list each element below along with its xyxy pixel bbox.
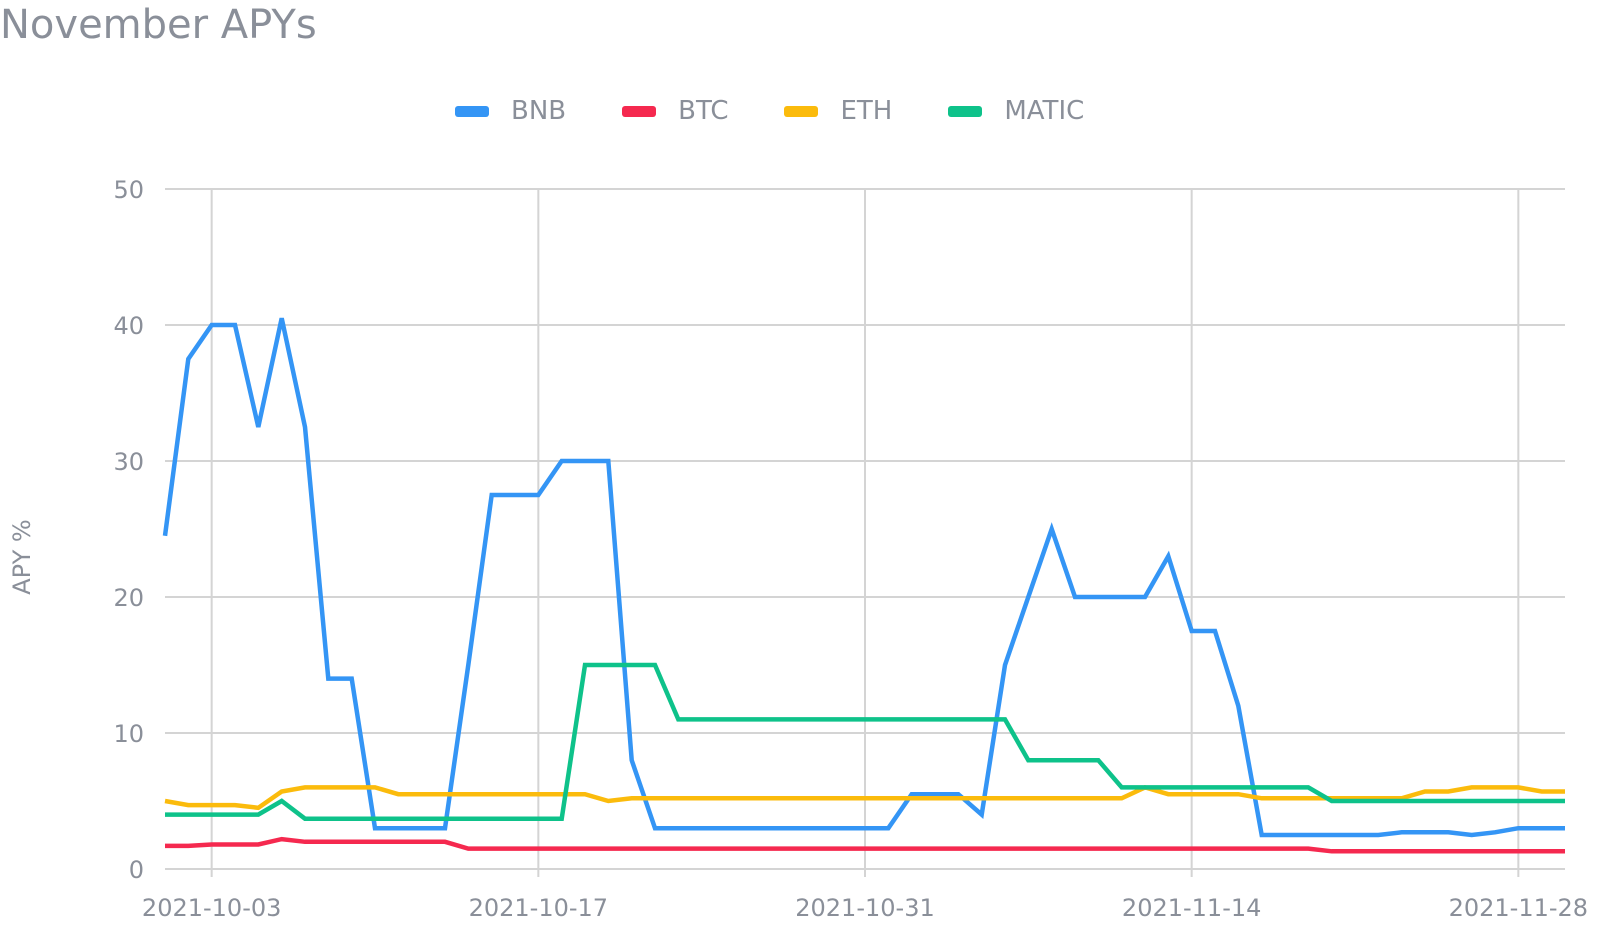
- series-line-matic: [165, 662, 1565, 821]
- y-tick-label: 0: [129, 856, 144, 884]
- x-tick-labels: 2021-10-03 2021-10-17 2021-10-31 2021-11-14…: [142, 894, 1588, 922]
- x-tick-label: 2021-10-17: [469, 894, 608, 922]
- x-tick-label: 2021-10-03: [142, 894, 281, 922]
- series-line-bnb: [162, 317, 1565, 838]
- y-axis-label: APY %: [8, 519, 36, 594]
- chart-title: November APYs: [0, 2, 317, 48]
- legend: BNB BTC ETH MATIC: [455, 96, 1140, 126]
- y-tick-labels: 0 10 20 30 40 50: [113, 176, 144, 884]
- y-tick-label: 10: [113, 720, 144, 748]
- series-line-eth: [164, 785, 1565, 811]
- x-tick-label: 2021-10-31: [795, 894, 934, 922]
- legend-item-matic[interactable]: MATIC: [948, 96, 1084, 126]
- legend-swatch-bnb: [455, 105, 489, 117]
- legend-item-btc[interactable]: BTC: [622, 96, 728, 126]
- legend-label-btc: BTC: [678, 96, 729, 126]
- series-lines: [162, 317, 1565, 854]
- legend-item-bnb[interactable]: BNB: [455, 96, 566, 126]
- series-line-btc: [165, 836, 1565, 854]
- x-tick-label: 2021-11-14: [1122, 894, 1261, 922]
- legend-swatch-matic: [948, 105, 983, 117]
- y-tick-label: 50: [113, 176, 144, 204]
- legend-label-bnb: BNB: [511, 96, 567, 126]
- legend-swatch-eth: [784, 105, 819, 117]
- legend-label-matic: MATIC: [1004, 96, 1085, 126]
- legend-item-eth[interactable]: ETH: [784, 96, 892, 126]
- grid: [165, 188, 1565, 877]
- legend-label-eth: ETH: [840, 96, 893, 126]
- y-tick-label: 40: [113, 312, 144, 340]
- y-tick-label: 20: [113, 584, 144, 612]
- x-tick-label: 2021-11-28: [1449, 894, 1588, 922]
- y-tick-label: 30: [113, 448, 144, 476]
- legend-swatch-btc: [622, 105, 657, 117]
